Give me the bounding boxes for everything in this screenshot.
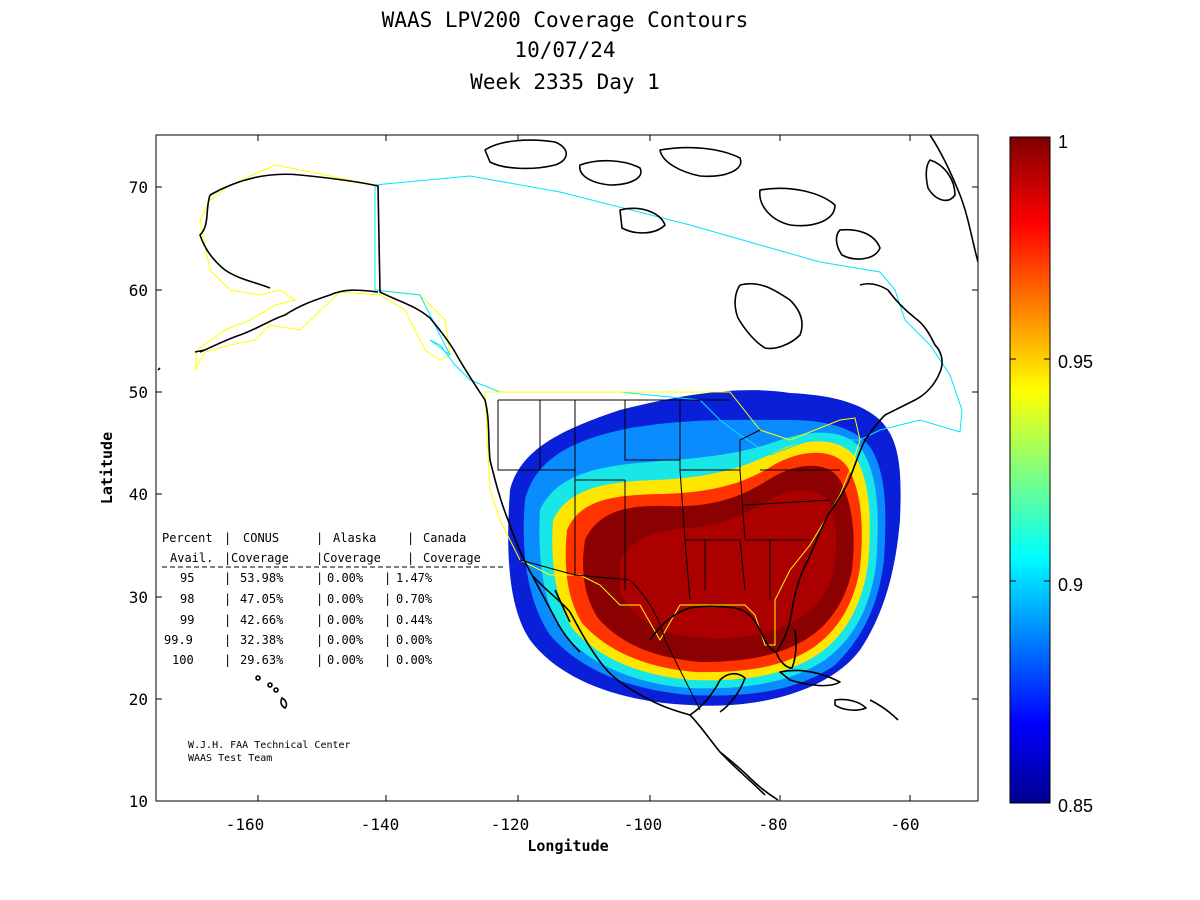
svg-text:95: 95 [180, 571, 194, 585]
x-tick-label: -100 [624, 815, 663, 834]
svg-text:32.38%: 32.38% [240, 633, 284, 647]
y-tick-label: 10 [129, 792, 148, 811]
stats-subheader-avail: Avail. [170, 551, 213, 565]
svg-text:0.00%: 0.00% [327, 633, 364, 647]
svg-text:0.00%: 0.00% [327, 571, 364, 585]
axis-ticks [156, 135, 978, 802]
stats-row: 99 | 42.66% | 0.00% | 0.44% [180, 613, 433, 627]
stats-row: 95 | 53.98% | 0.00% | 1.47% [180, 571, 433, 585]
svg-text:0.00%: 0.00% [327, 613, 364, 627]
svg-text:|: | [316, 613, 323, 627]
colorbar-tick-label: 0.9 [1058, 575, 1083, 595]
colorbar-gradient [1009, 136, 1051, 804]
x-tick-label: -120 [491, 815, 530, 834]
coverage-contours [508, 390, 901, 706]
svg-text:|: | [316, 633, 323, 647]
conus-boundary [484, 391, 861, 646]
svg-text:|: | [224, 613, 231, 627]
svg-text:|: | [224, 653, 231, 667]
svg-text:|: | [316, 592, 323, 606]
title-line-1: WAAS LPV200 Coverage Contours [381, 8, 749, 32]
stats-row: 98 | 47.05% | 0.00% | 0.70% [180, 592, 433, 606]
colorbar-tick-label: 1 [1058, 132, 1068, 152]
svg-text:99: 99 [180, 613, 194, 627]
svg-text:53.98%: 53.98% [240, 571, 284, 585]
y-axis-label: Latitude [98, 432, 116, 504]
svg-text:|: | [224, 571, 231, 585]
svg-text:|: | [224, 551, 231, 565]
svg-text:47.05%: 47.05% [240, 592, 284, 606]
svg-text:|: | [224, 531, 231, 545]
svg-text:0.00%: 0.00% [396, 633, 433, 647]
svg-text:|: | [407, 531, 414, 545]
y-tick-label: 30 [129, 588, 148, 607]
credit-text: W.J.H. FAA Technical Center WAAS Test Te… [188, 740, 351, 764]
stats-row: 100 | 29.63% | 0.00% | 0.00% [172, 653, 433, 667]
svg-text:0.00%: 0.00% [327, 653, 364, 667]
credit-line-1: W.J.H. FAA Technical Center [188, 740, 351, 751]
credit-line-2: WAAS Test Team [188, 753, 272, 764]
stats-header-alaska: Alaska [333, 531, 376, 545]
svg-text:|: | [316, 531, 323, 545]
title-line-2: 10/07/24 [514, 38, 616, 62]
political-borders [497, 399, 840, 711]
x-tick-label: -160 [226, 815, 265, 834]
svg-text:0.70%: 0.70% [396, 592, 433, 606]
svg-text:1.47%: 1.47% [396, 571, 433, 585]
stats-row: 99.9 | 32.38% | 0.00% | 0.00% [164, 633, 433, 647]
stats-header-conus: CONUS [243, 531, 279, 545]
svg-text:|: | [384, 633, 391, 647]
svg-text:|: | [407, 551, 414, 565]
svg-text:0.44%: 0.44% [396, 613, 433, 627]
y-tick-label: 40 [129, 485, 148, 504]
title-line-3: Week 2335 Day 1 [470, 70, 660, 94]
colorbar-tick-label: 0.85 [1058, 796, 1093, 816]
svg-text:|: | [384, 592, 391, 606]
svg-text:0.00%: 0.00% [396, 653, 433, 667]
colorbar-tick-label: 0.95 [1058, 352, 1093, 372]
x-axis-label: Longitude [527, 837, 608, 855]
svg-text:99.9: 99.9 [164, 633, 193, 647]
stats-subheader-canada: Coverage [423, 551, 481, 565]
svg-text:29.63%: 29.63% [240, 653, 284, 667]
svg-text:0.00%: 0.00% [327, 592, 364, 606]
colorbar: 1 0.95 0.9 0.85 [1009, 132, 1093, 816]
stats-subheader-conus: Coverage [231, 551, 289, 565]
svg-text:|: | [316, 551, 323, 565]
x-tick-label: -140 [361, 815, 400, 834]
coverage-stats-table: Percent | CONUS | Alaska | Canada Avail.… [162, 531, 503, 667]
y-tick-label: 50 [129, 383, 148, 402]
y-tick-label: 70 [129, 178, 148, 197]
svg-text:|: | [316, 653, 323, 667]
stats-header-percent: Percent [162, 531, 213, 545]
x-tick-label: -60 [891, 815, 920, 834]
svg-text:|: | [384, 613, 391, 627]
svg-text:|: | [316, 571, 323, 585]
x-tick-label: -80 [759, 815, 788, 834]
svg-text:98: 98 [180, 592, 194, 606]
y-tick-label: 20 [129, 690, 148, 709]
stats-subheader-alaska: Coverage [323, 551, 381, 565]
svg-text:100: 100 [172, 653, 194, 667]
map-plot-area: -160 -140 -120 -100 -80 -60 10 20 30 40 … [98, 134, 979, 855]
svg-text:42.66%: 42.66% [240, 613, 284, 627]
svg-text:|: | [224, 592, 231, 606]
coastlines [157, 135, 978, 801]
svg-text:|: | [384, 571, 391, 585]
y-tick-label: 60 [129, 281, 148, 300]
stats-header-canada: Canada [423, 531, 466, 545]
svg-text:|: | [224, 633, 231, 647]
svg-text:|: | [384, 653, 391, 667]
